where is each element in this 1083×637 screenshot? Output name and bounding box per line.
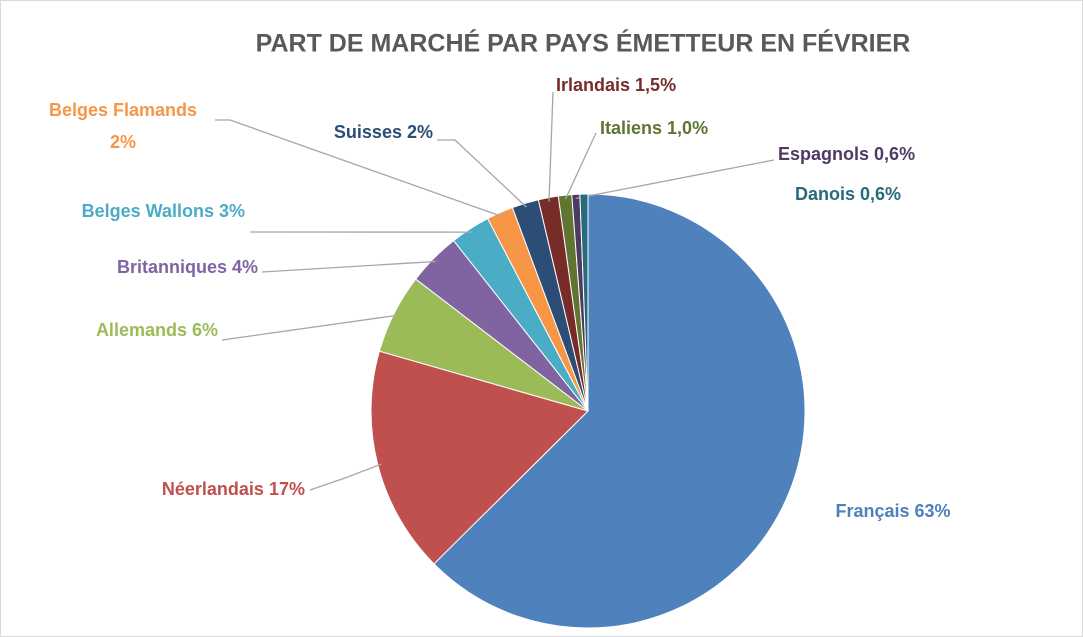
data-label: Espagnols 0,6% — [778, 144, 915, 164]
label-value: 2% — [407, 122, 433, 142]
pie-slice — [579, 193, 589, 412]
label-name: Néerlandais — [162, 479, 264, 499]
label-name: Belges Flamands — [49, 100, 197, 120]
leader-line — [548, 91, 554, 202]
label-name: Britanniques — [117, 257, 227, 277]
label-name: Danois — [795, 184, 855, 204]
label-name: Belges Wallons — [82, 201, 214, 221]
leader-line — [564, 132, 597, 200]
data-label: Belges Wallons 3% — [82, 201, 245, 221]
data-label: Britanniques 4% — [117, 257, 258, 277]
leader-line — [575, 159, 775, 199]
leader-line — [437, 139, 527, 208]
label-value: 4% — [232, 257, 258, 277]
data-label: Suisses 2% — [334, 122, 433, 142]
data-label: Danois 0,6% — [795, 184, 901, 204]
data-label: Italiens 1,0% — [600, 118, 708, 138]
leader-line — [215, 119, 502, 217]
label-name: Français — [835, 501, 909, 521]
label-value: 1,5% — [635, 75, 676, 95]
leader-line — [261, 260, 437, 273]
data-label: Néerlandais 17% — [162, 479, 305, 499]
label-value: 0,6% — [860, 184, 901, 204]
label-value: 3% — [219, 201, 245, 221]
label-value: 2% — [110, 132, 136, 152]
label-name: Irlandais — [556, 75, 630, 95]
label-value: 17% — [269, 479, 305, 499]
leader-line — [221, 314, 398, 341]
label-name: Suisses — [334, 122, 402, 142]
chart-title: PART DE MARCHÉ PAR PAYS ÉMETTEUR EN FÉVR… — [256, 29, 911, 58]
data-label: Allemands 6% — [96, 320, 218, 340]
data-label: Français 63% — [835, 501, 950, 521]
label-value: 63% — [915, 501, 951, 521]
label-name: Allemands — [96, 320, 187, 340]
leader-line — [309, 463, 382, 491]
label-value: 1,0% — [667, 118, 708, 138]
label-value: 0,6% — [874, 144, 915, 164]
pie-slice — [433, 193, 806, 629]
data-label: Irlandais 1,5% — [556, 75, 676, 95]
label-name: Italiens — [600, 118, 662, 138]
label-value: 6% — [192, 320, 218, 340]
label-name: Espagnols — [778, 144, 869, 164]
data-label: Belges Flamands 2% — [49, 100, 197, 152]
